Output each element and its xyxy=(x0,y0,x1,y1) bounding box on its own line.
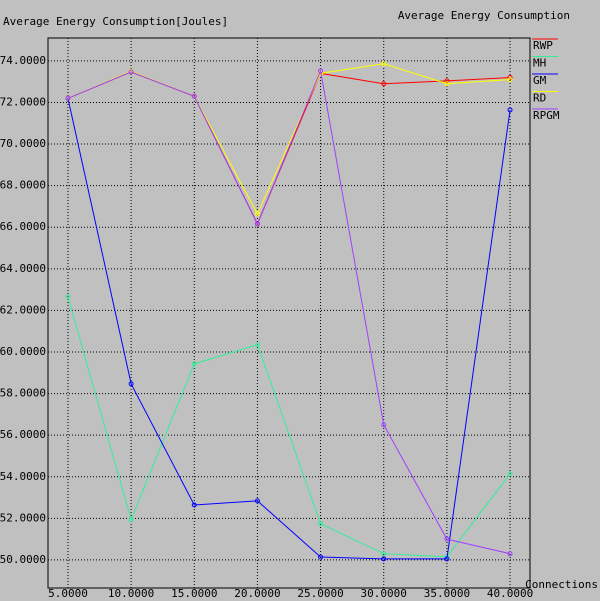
data-point xyxy=(128,381,134,387)
y-tick-label: 62.0000 xyxy=(0,303,46,316)
data-point xyxy=(318,521,324,527)
data-point xyxy=(254,211,260,217)
x-axis-label: Connections xyxy=(525,578,598,591)
data-point xyxy=(191,361,197,367)
legend-label: GM xyxy=(533,74,547,87)
legend-label: RPGM xyxy=(533,109,560,122)
data-point xyxy=(65,95,71,101)
data-point xyxy=(254,342,260,348)
y-tick-label: 50.0000 xyxy=(0,553,46,566)
data-point xyxy=(507,551,513,557)
y-tick-label: 58.0000 xyxy=(0,387,46,400)
y-tick-label: 74.0000 xyxy=(0,54,46,67)
data-point xyxy=(191,93,197,99)
series-line xyxy=(67,69,511,555)
legend-label: RWP xyxy=(533,39,553,52)
series-line xyxy=(67,63,511,216)
data-point xyxy=(444,78,450,84)
data-point xyxy=(444,536,450,542)
x-tick-label: 20.0000 xyxy=(234,587,280,600)
data-point xyxy=(507,471,513,477)
x-tick-label: 10.0000 xyxy=(108,587,154,600)
data-point xyxy=(128,517,134,523)
data-point xyxy=(191,502,197,508)
y-tick-label: 72.0000 xyxy=(0,95,46,108)
data-point xyxy=(381,81,387,87)
data-point xyxy=(444,556,450,562)
data-point xyxy=(381,551,387,557)
data-point xyxy=(318,68,324,74)
x-tick-label: 15.0000 xyxy=(171,587,217,600)
data-point xyxy=(254,221,260,227)
y-axis-label: Average Energy Consumption[Joules] xyxy=(3,15,228,28)
data-point xyxy=(444,81,450,87)
chart-title: Average Energy Consumption xyxy=(398,9,570,22)
data-point xyxy=(507,77,513,83)
plot-frame xyxy=(47,37,531,589)
data-point xyxy=(507,75,513,81)
x-tick-label: 35.0000 xyxy=(424,587,470,600)
x-tick-label: 5.0000 xyxy=(48,587,88,600)
data-point xyxy=(65,294,71,300)
y-tick-label: 70.0000 xyxy=(0,137,46,150)
y-tick-label: 54.0000 xyxy=(0,470,46,483)
data-point xyxy=(381,556,387,562)
y-tick-label: 52.0000 xyxy=(0,511,46,524)
series-line xyxy=(67,296,511,558)
x-tick-label: 25.0000 xyxy=(297,587,343,600)
series-line xyxy=(67,98,511,560)
legend-label: MH xyxy=(533,57,546,70)
x-tick-label: 30.0000 xyxy=(361,587,407,600)
y-tick-label: 56.0000 xyxy=(0,428,46,441)
y-tick-label: 66.0000 xyxy=(0,220,46,233)
data-point xyxy=(381,422,387,428)
y-tick-label: 64.0000 xyxy=(0,262,46,275)
legend-label: RD xyxy=(533,92,546,105)
data-point xyxy=(254,498,260,504)
data-point xyxy=(318,554,324,560)
data-point xyxy=(507,107,513,113)
y-tick-label: 60.0000 xyxy=(0,345,46,358)
x-tick-label: 40.0000 xyxy=(487,587,533,600)
data-point xyxy=(381,61,387,67)
data-point xyxy=(128,69,134,75)
y-tick-label: 68.0000 xyxy=(0,179,46,192)
